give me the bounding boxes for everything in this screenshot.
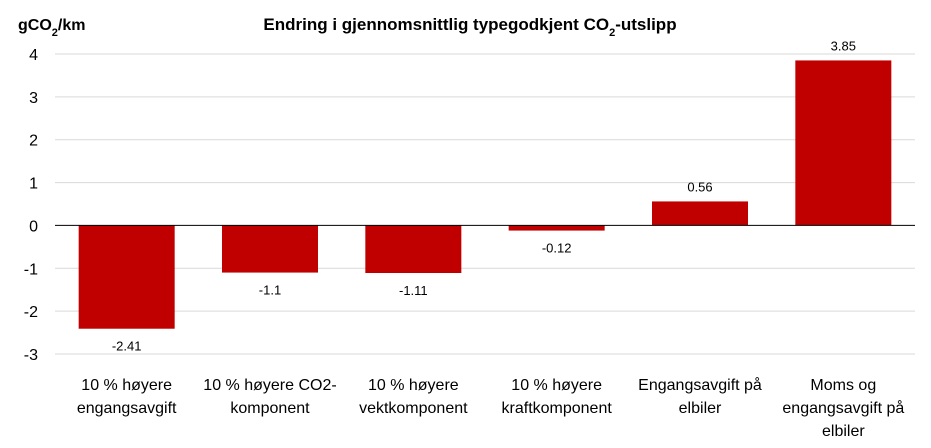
bar [78, 225, 175, 329]
y-tick-label: 4 [29, 47, 38, 64]
category-label: 10 % høyere vektkomponent [359, 377, 468, 417]
category-label: Moms og engangsavgift på elbiler [782, 377, 904, 440]
chart-title: Endring i gjennomsnittlig typegodkjent C… [263, 15, 676, 39]
bar [795, 60, 892, 226]
bar [365, 225, 462, 273]
data-label: 0.56 [687, 179, 712, 194]
bar [222, 225, 318, 273]
data-label: -1.11 [399, 283, 428, 298]
category-label: 10 % høyere kraftkomponent [502, 377, 613, 417]
gridlines [55, 53, 915, 355]
y-tick-label: -2 [24, 304, 38, 321]
data-label: -2.41 [112, 339, 142, 354]
y-tick-label: -1 [24, 261, 38, 278]
labels: 4 3 2 1 0 -1 -2 -3 -2.41 10 % høyere engangsavgift… [24, 38, 905, 440]
bar [508, 225, 605, 231]
data-label: 3.85 [831, 38, 856, 53]
y-tick-label: -3 [24, 347, 38, 364]
category-label: Engangsavgift på elbiler [638, 376, 762, 417]
y-tick-label: 1 [29, 176, 38, 193]
y-axis-label: gCO2/km [18, 17, 85, 39]
y-tick-label: 3 [29, 90, 38, 107]
y-tick-label: 2 [29, 133, 38, 150]
y-tick-label: 0 [29, 218, 38, 235]
bar [652, 201, 748, 226]
category-label: 10 % høyere engangsavgift [77, 377, 177, 417]
data-label: -1.1 [259, 283, 281, 298]
data-label: -0.12 [542, 241, 572, 256]
bars [78, 60, 892, 329]
category-label: 10 % høyere CO2-komponent [203, 377, 336, 417]
